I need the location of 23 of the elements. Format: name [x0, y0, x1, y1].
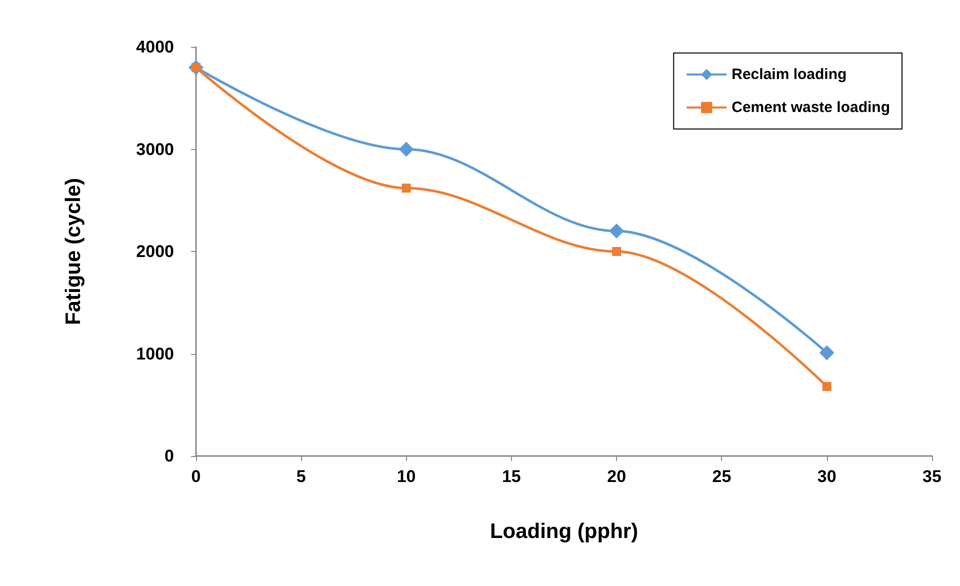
point — [819, 345, 834, 360]
point — [402, 184, 411, 193]
y-tick-label: 1000 — [136, 344, 174, 364]
y-axis-title: Fatigue (cycle) — [62, 178, 85, 326]
y-tick-label: 3000 — [136, 140, 174, 159]
point — [822, 382, 832, 391]
legend-label: Reclaim loading — [732, 66, 847, 83]
x-tick-label: 5 — [296, 467, 306, 486]
x-tick-label: 25 — [712, 467, 732, 486]
point — [609, 224, 624, 239]
x-tick-label: 35 — [922, 467, 942, 486]
point — [612, 247, 622, 256]
x-tick-label: 0 — [191, 467, 201, 486]
y-tick-label: 4000 — [136, 38, 174, 56]
x-tick-label: 20 — [607, 467, 626, 486]
x-tick-label: 30 — [817, 467, 836, 486]
x-axis-title: Loading (pphr) — [490, 520, 638, 543]
y-tick-label: 2000 — [136, 242, 174, 261]
legend-label: Cement waste loading — [732, 99, 890, 116]
point — [398, 142, 414, 157]
x-tick-label: 15 — [502, 467, 521, 486]
y-tick-label: 0 — [164, 446, 174, 466]
x-tick-label: 10 — [396, 467, 416, 486]
